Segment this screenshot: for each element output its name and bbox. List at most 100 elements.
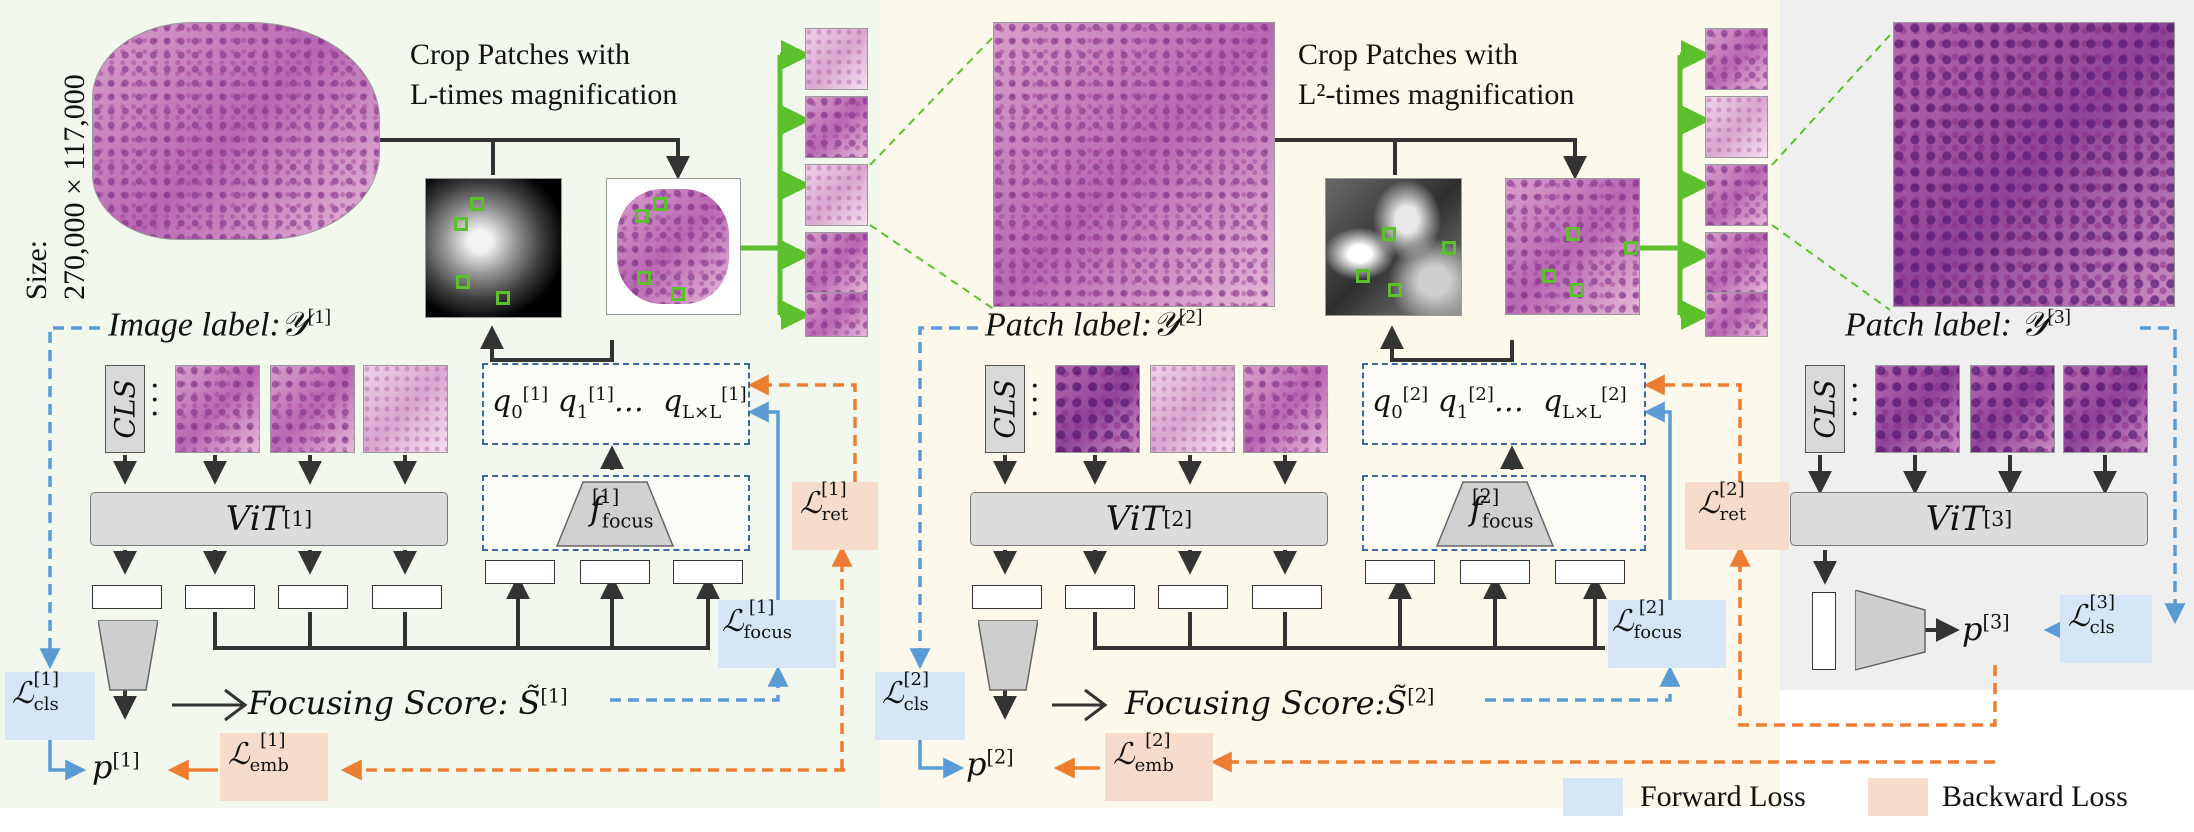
patch-label-2: Patch label:𝒴[2] [985, 306, 1203, 344]
loss-focus-2: ℒfocus[2] [1612, 596, 1683, 643]
ellipsis-1: · · · [150, 369, 160, 432]
loss-ret-2-box [1685, 482, 1789, 550]
ellipsis-3: · · · [1850, 369, 1860, 432]
input-patch-2b [1150, 365, 1235, 453]
loss-cls-1-box [5, 672, 95, 740]
stage1-crop-arrows [378, 138, 690, 180]
backward-loss-solid-arrows [167, 757, 1100, 781]
patch-2a [1705, 28, 1768, 90]
whole-slide-image-1 [92, 22, 380, 240]
stage1-zoom-lines [869, 34, 996, 311]
loss-ret-1: ℒret[1] [800, 478, 849, 525]
cls-token-3: CLS [1805, 365, 1845, 453]
prediction-3: p[3] [1962, 610, 2010, 648]
output-token-1b [278, 585, 348, 609]
stage2-hollow-arrow [1052, 688, 1108, 722]
vit-2: ViT [2] [970, 492, 1328, 546]
focus-fn-1: ffocus[1] [590, 484, 654, 533]
q-tokens-1: q0[1] q1[1]… qL×L[1] [492, 384, 747, 423]
patch-image-3 [1893, 22, 2175, 307]
backward-loss-arrows [340, 374, 1997, 781]
cropped-tile-2 [1505, 178, 1640, 315]
cls-output-token-3 [1812, 592, 1836, 670]
selection-box [653, 197, 667, 211]
input-patch-1c [363, 365, 448, 453]
output-token-1c [372, 585, 442, 609]
focus-heatmap-1 [425, 178, 562, 318]
forward-loss-solid-arrows [48, 401, 2065, 781]
classifier-head-2 [978, 620, 1038, 691]
patch-2b [1705, 96, 1768, 158]
cropped-slide-1 [606, 178, 741, 315]
loss-focus-1-box [718, 600, 836, 668]
loss-cls-1: ℒcls[1] [12, 668, 59, 715]
selection-box [454, 217, 468, 231]
selection-box [456, 275, 470, 289]
input-patch-3b [1970, 365, 2055, 453]
crop-label-2-line2: L²-times magnification [1298, 78, 1575, 111]
loss-cls-2: ℒcls[2] [882, 668, 929, 715]
legend-backward-label: Backward Loss [1942, 780, 2128, 813]
stage1-hollow-arrow [172, 688, 248, 722]
legend-forward-swatch [1563, 778, 1623, 816]
focus-input-1c [673, 560, 743, 584]
q-tokens-2: q0[2] q1[2]… qL×L[2] [1372, 384, 1627, 423]
patch-2e [1705, 292, 1768, 337]
input-patch-3c [2063, 365, 2148, 453]
legend-backward-swatch [1868, 778, 1928, 816]
stage2-flow-arrows [993, 325, 1607, 720]
focus-input-2b [1460, 560, 1530, 584]
selection-box [1382, 227, 1396, 241]
cls-output-token-2 [972, 585, 1042, 609]
output-token-1a [185, 585, 255, 609]
focus-input-2a [1365, 560, 1435, 584]
cls-token-2: CLS [985, 365, 1025, 453]
focus-network-2 [1435, 481, 1555, 547]
stage2-zoom-lines [1771, 34, 1891, 311]
classifier-head-1 [98, 620, 158, 691]
focus-input-2c [1555, 560, 1625, 584]
vit-1: ViT [1] [90, 492, 448, 546]
legend-forward-label: Forward Loss [1640, 780, 1806, 813]
loss-emb-1: ℒemb[1] [228, 729, 289, 776]
tile-image-2 [993, 22, 1275, 307]
input-patch-2c [1243, 365, 1328, 453]
cls-output-token-1 [92, 585, 162, 609]
stage1-flow-arrows [113, 325, 720, 720]
prediction-2: p[2] [966, 745, 1014, 783]
loss-focus-1: ℒfocus[1] [722, 596, 793, 643]
selection-box [1388, 283, 1402, 297]
crop-label-2-line1: Crop Patches with [1298, 38, 1518, 71]
input-patch-2a [1055, 365, 1140, 453]
focus-input-1b [580, 560, 650, 584]
selection-box [1356, 269, 1370, 283]
selection-box [671, 287, 685, 301]
input-patch-3a [1875, 365, 1960, 453]
output-token-2c [1252, 585, 1322, 609]
patch-2d [1705, 232, 1768, 294]
cls-token-1: CLS [105, 365, 145, 453]
size-label: Size: [20, 240, 53, 300]
patch-label-3: Patch label: 𝒴[3] [1845, 306, 2072, 344]
focusing-score-1: Focusing Score: S̃[1] [248, 684, 568, 722]
crop-label-1-line1: Crop Patches with [410, 38, 630, 71]
loss-ret-1-box [792, 482, 878, 550]
patch-1a [805, 28, 868, 90]
image-label-1: Image label:𝒴[1] [108, 306, 332, 344]
selection-box [1566, 227, 1580, 241]
prediction-1: p[1] [92, 748, 140, 786]
stage2-green-arrows [1640, 40, 1711, 330]
loss-ret-2: ℒret[2] [1698, 478, 1747, 525]
selection-box [1624, 241, 1638, 255]
focus-fn-2: ffocus[2] [1470, 484, 1534, 533]
stage2-crop-arrows [1270, 138, 1587, 180]
size-value: 270,000 × 117,000 [58, 74, 91, 300]
output-token-2b [1158, 585, 1228, 609]
focusing-score-2: Focusing Score:S̃[2] [1125, 684, 1435, 722]
focus-network-1 [555, 481, 675, 547]
input-patch-1b [270, 365, 355, 453]
focus-heatmap-2 [1325, 178, 1462, 316]
loss-emb-1-box [220, 733, 328, 801]
